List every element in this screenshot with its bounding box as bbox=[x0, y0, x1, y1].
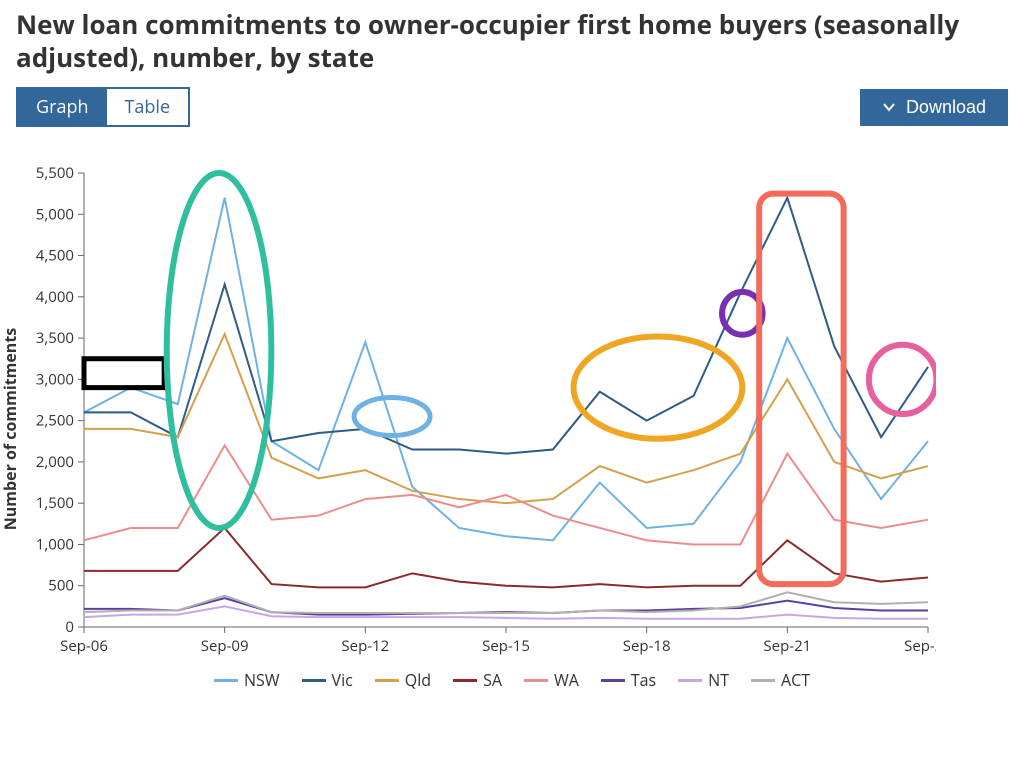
svg-text:5,500: 5,500 bbox=[36, 167, 74, 183]
legend-label: ACT bbox=[781, 669, 810, 691]
svg-text:500: 500 bbox=[48, 576, 74, 596]
tab-graph[interactable]: Graph bbox=[18, 89, 107, 125]
legend-item[interactable]: ACT bbox=[751, 669, 810, 691]
svg-text:Sep-21: Sep-21 bbox=[763, 636, 811, 656]
svg-text:5,000: 5,000 bbox=[36, 204, 74, 224]
legend-item[interactable]: WA bbox=[524, 669, 579, 691]
legend-swatch bbox=[453, 679, 477, 682]
legend-item[interactable]: NT bbox=[678, 669, 729, 691]
legend-swatch bbox=[214, 679, 238, 682]
svg-text:3,500: 3,500 bbox=[36, 328, 74, 348]
legend-label: Vic bbox=[332, 669, 353, 691]
legend-label: NSW bbox=[244, 669, 280, 691]
legend-label: NT bbox=[708, 669, 729, 691]
svg-text:2,500: 2,500 bbox=[36, 411, 74, 431]
legend-item[interactable]: Vic bbox=[302, 669, 353, 691]
svg-text:0: 0 bbox=[65, 617, 74, 637]
svg-text:2,000: 2,000 bbox=[36, 452, 74, 472]
legend-swatch bbox=[524, 679, 548, 682]
legend-swatch bbox=[375, 679, 399, 682]
svg-text:4,500: 4,500 bbox=[36, 246, 74, 266]
svg-text:4,000: 4,000 bbox=[36, 287, 74, 307]
legend-swatch bbox=[751, 679, 775, 682]
legend-swatch bbox=[678, 679, 702, 682]
svg-text:Sep-24: Sep-24 bbox=[904, 636, 936, 656]
download-button[interactable]: Download bbox=[860, 89, 1008, 126]
tab-table[interactable]: Table bbox=[107, 89, 189, 125]
legend-item[interactable]: SA bbox=[453, 669, 502, 691]
svg-text:3,000: 3,000 bbox=[36, 369, 74, 389]
legend-label: Tas bbox=[631, 669, 656, 691]
legend: NSW Vic Qld SA WA Tas NT ACT bbox=[16, 669, 1008, 691]
legend-item[interactable]: Tas bbox=[601, 669, 656, 691]
legend-item[interactable]: Qld bbox=[375, 669, 431, 691]
legend-label: Qld bbox=[405, 669, 431, 691]
chart: Number of commitments 05001,0001,5002,00… bbox=[16, 167, 1008, 691]
chart-svg: 0 500 1,000 1,500 2,000 2,500 3,000 3,500 4,000 4… bbox=[16, 167, 936, 657]
svg-text:Sep-18: Sep-18 bbox=[623, 636, 671, 656]
svg-text:Sep-09: Sep-09 bbox=[201, 636, 249, 656]
legend-item[interactable]: NSW bbox=[214, 669, 280, 691]
view-tabs: Graph Table bbox=[16, 87, 190, 127]
svg-text:Sep-15: Sep-15 bbox=[482, 636, 530, 656]
legend-label: WA bbox=[554, 669, 579, 691]
legend-label: SA bbox=[483, 669, 502, 691]
legend-swatch bbox=[302, 679, 326, 682]
legend-swatch bbox=[601, 679, 625, 682]
chevron-down-icon bbox=[882, 100, 896, 114]
toolbar: Graph Table Download bbox=[16, 87, 1008, 127]
svg-text:1,500: 1,500 bbox=[36, 493, 74, 513]
svg-text:1,000: 1,000 bbox=[36, 534, 74, 554]
download-label: Download bbox=[906, 97, 986, 118]
y-axis-label: Number of commitments bbox=[0, 328, 21, 530]
svg-text:Sep-06: Sep-06 bbox=[60, 636, 108, 656]
svg-text:Sep-12: Sep-12 bbox=[341, 636, 389, 656]
page-title: New loan commitments to owner-occupier f… bbox=[16, 8, 1008, 73]
